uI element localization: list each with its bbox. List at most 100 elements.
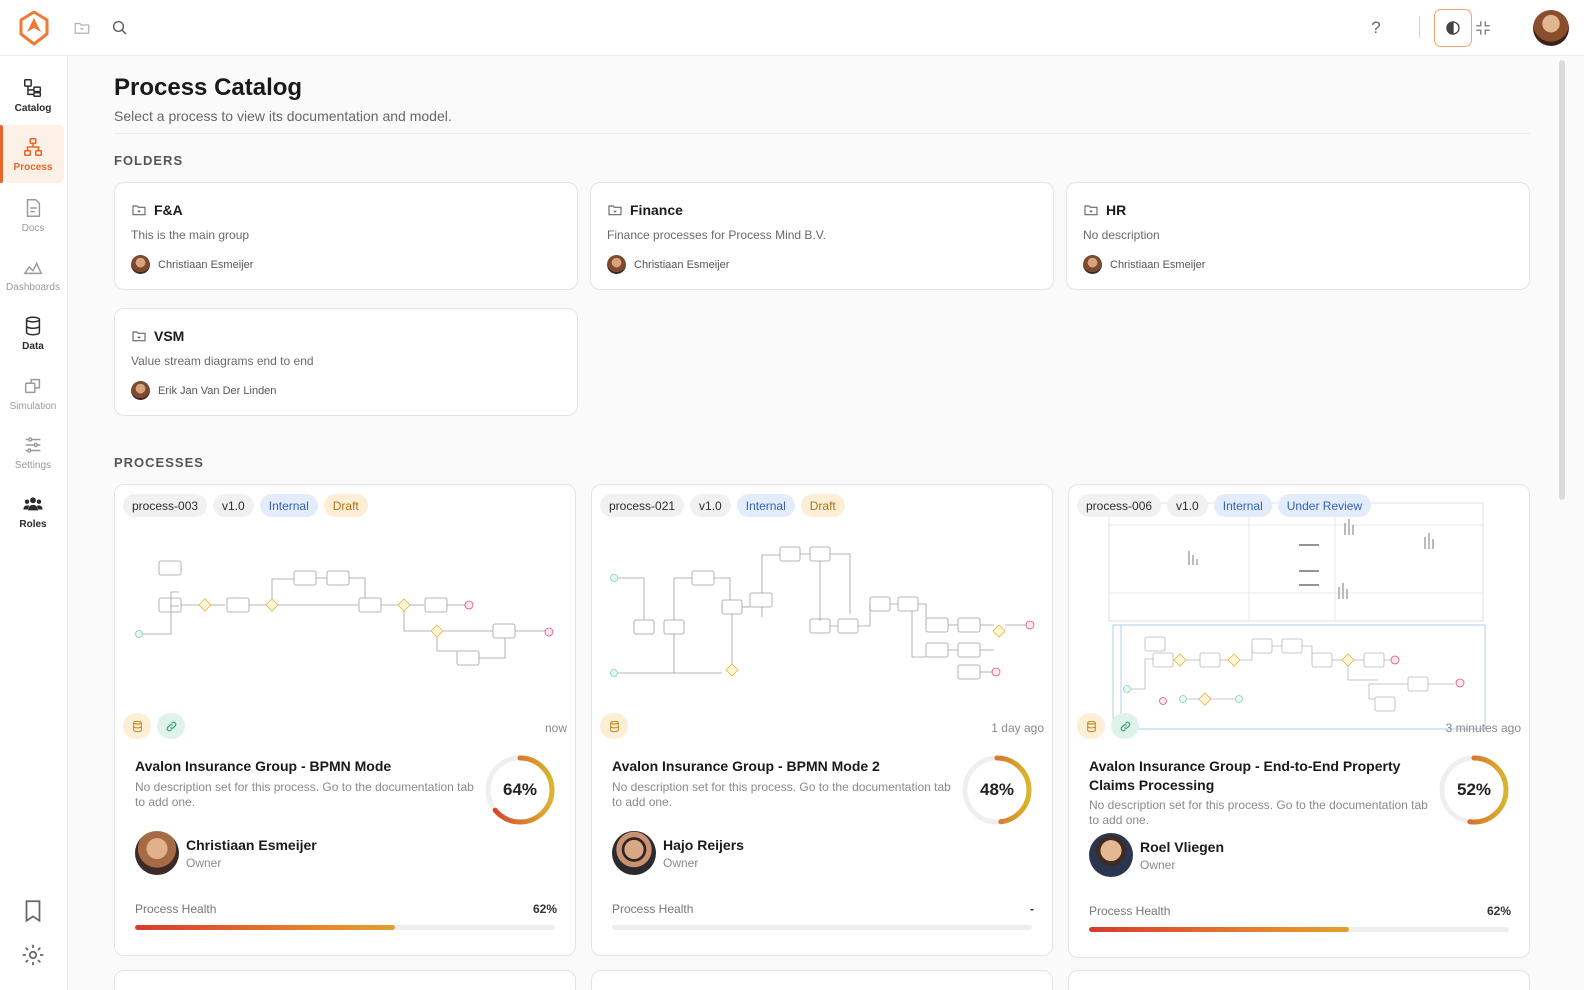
process-card[interactable] [114, 970, 576, 990]
dashboards-icon [23, 261, 43, 274]
process-icon [23, 137, 43, 156]
version-tag: v1.0 [213, 494, 254, 517]
folder-owner-name: Christiaan Esmeijer [158, 258, 254, 271]
last-updated: 3 minutes ago [1445, 721, 1521, 735]
status-tag: Under Review [1277, 494, 1372, 517]
owner-avatar [135, 831, 179, 875]
folder-owner-name: Christiaan Esmeijer [1110, 258, 1206, 271]
docs-icon [26, 198, 41, 217]
process-description: No description set for this process. Go … [612, 780, 951, 809]
folder-icon [608, 205, 622, 216]
folder-owner-name: Erik Jan Van Der Linden [158, 384, 277, 397]
theme-toggle-button[interactable] [1434, 9, 1472, 47]
badge-row [123, 713, 185, 739]
owner-name: Christiaan Esmeijer [186, 837, 317, 853]
sidebar-item-dashboards[interactable]: Dashboards [2, 245, 64, 303]
folder-description: Value stream diagrams end to end [131, 354, 314, 368]
process-card[interactable]: process-003 v1.0 Internal Draft [114, 484, 576, 956]
folder-owner: Christiaan Esmeijer [131, 255, 253, 274]
folder-name: Finance [630, 202, 683, 218]
search-icon[interactable] [108, 16, 132, 40]
completion-ring [485, 755, 555, 825]
sidebar-item-catalog[interactable]: Catalog [2, 66, 64, 124]
process-card-body: Avalon Insurance Group - BPMN Mode No de… [115, 741, 575, 955]
folder-icon[interactable] [70, 16, 94, 40]
last-updated: 1 day ago [991, 721, 1044, 735]
folder-title: F&A [131, 202, 183, 218]
sidebar-item-label: Process [13, 161, 53, 173]
folder-owner: Erik Jan Van Der Linden [131, 381, 276, 400]
collapse-icon[interactable] [1471, 16, 1495, 40]
process-description: No description set for this process. Go … [135, 780, 474, 809]
link-icon [1120, 721, 1130, 731]
process-card-body: Avalon Insurance Group - BPMN Mode 2 No … [592, 741, 1052, 955]
process-card[interactable] [591, 970, 1053, 990]
sidebar-item-process[interactable]: Process [0, 125, 64, 183]
process-description: No description set for this process. Go … [1089, 798, 1428, 827]
sidebar-item-settings[interactable]: Settings [2, 423, 64, 481]
completion-ring [1439, 755, 1509, 825]
avatar [1083, 255, 1102, 274]
process-card[interactable]: process-006 v1.0 Internal Under Review [1068, 484, 1530, 958]
scrollbar-thumb[interactable] [1559, 60, 1565, 500]
data-source-badge[interactable] [1077, 713, 1105, 739]
sidebar-item-simulation[interactable]: Simulation [2, 364, 64, 422]
database-icon [609, 720, 619, 732]
process-health-value: 62% [532, 902, 557, 916]
user-avatar[interactable] [1533, 10, 1569, 46]
process-id-tag: process-021 [600, 494, 685, 517]
completion-label: 52% [1456, 780, 1492, 799]
roles-icon [23, 496, 43, 510]
main-content: Process Catalog Select a process to view… [68, 56, 1556, 990]
tag-list: process-021 v1.0 Internal Draft [600, 494, 845, 517]
link-badge[interactable] [1111, 713, 1139, 739]
folder-card[interactable]: VSM Value stream diagrams end to end Eri… [114, 308, 578, 416]
gear-icon[interactable] [20, 942, 46, 968]
process-card[interactable]: process-021 v1.0 Internal Draft [591, 484, 1053, 956]
sidebar-item-label: Data [22, 340, 44, 352]
folder-card[interactable]: F&A This is the main group Christiaan Es… [114, 182, 578, 290]
top-bar: ? [0, 0, 1584, 56]
process-health-label: Process Health [612, 902, 694, 916]
sidebar-item-data[interactable]: Data [2, 304, 64, 362]
folder-card[interactable]: Finance Finance processes for Process Mi… [590, 182, 1054, 290]
process-diagram-preview [610, 546, 1035, 680]
data-icon [25, 316, 41, 335]
sidebar-item-label: Settings [14, 459, 52, 471]
data-source-badge[interactable] [600, 713, 628, 739]
processes-heading: PROCESSES [114, 455, 204, 470]
toolbar-divider [1419, 16, 1420, 38]
simulation-icon [24, 378, 41, 393]
catalog-icon [24, 78, 42, 97]
owner-avatar [612, 831, 656, 875]
process-health-fill [135, 925, 396, 930]
owner-avatar [1089, 833, 1133, 877]
visibility-tag: Internal [1213, 494, 1272, 517]
completion-ring-arc [962, 755, 1032, 825]
folder-name: VSM [154, 328, 185, 344]
sidebar-item-docs[interactable]: Docs [2, 186, 64, 244]
process-name: Avalon Insurance Group - BPMN Mode 2 [612, 758, 880, 774]
page-subtitle: Select a process to view its documentati… [114, 108, 452, 124]
process-health-bar [612, 925, 1032, 930]
theme-toggle-icon [1446, 21, 1460, 35]
folder-icon [132, 331, 146, 342]
process-health-label: Process Health [135, 902, 217, 916]
database-icon [1086, 720, 1096, 732]
bookmark-icon[interactable] [20, 898, 46, 924]
data-source-badge[interactable] [123, 713, 151, 739]
sidebar-item-label: Roles [19, 518, 47, 530]
last-updated: now [544, 721, 567, 735]
help-icon[interactable]: ? [1371, 18, 1381, 37]
folder-name: F&A [154, 202, 183, 218]
app-logo-icon[interactable] [17, 10, 51, 46]
folder-owner: Christiaan Esmeijer [1083, 255, 1205, 274]
sidebar-item-roles[interactable]: Roles [2, 482, 64, 540]
folder-description: Finance processes for Process Mind B.V. [607, 228, 826, 242]
folder-card[interactable]: HR No description Christiaan Esmeijer [1066, 182, 1530, 290]
owner-role: Owner [1140, 858, 1176, 872]
process-health-fill [1089, 927, 1350, 932]
sidebar-item-label: Catalog [14, 102, 52, 114]
process-card[interactable] [1068, 970, 1530, 990]
link-badge[interactable] [157, 713, 185, 739]
